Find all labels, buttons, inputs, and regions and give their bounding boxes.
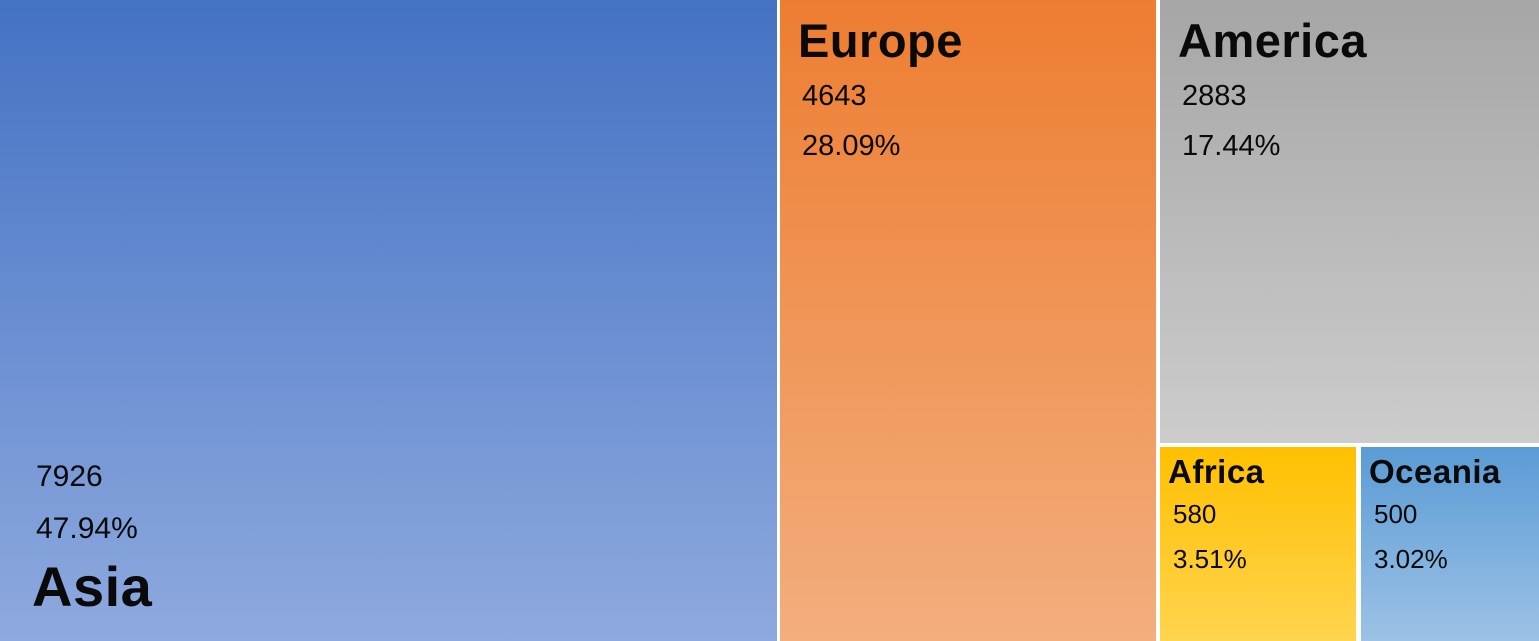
- tile-title: Africa: [1168, 453, 1265, 490]
- tile-label-group: America 2883 17.44%: [1178, 16, 1367, 163]
- tile-value: 2883: [1182, 80, 1247, 113]
- tile-title: Oceania: [1369, 453, 1501, 490]
- tile-value: 580: [1173, 498, 1217, 529]
- tile-percent: 17.44%: [1182, 130, 1281, 163]
- tile-percent: 3.02%: [1374, 543, 1448, 574]
- tile-value: 7926: [36, 460, 103, 494]
- treemap-tile-america[interactable]: America 2883 17.44%: [1160, 0, 1539, 443]
- tile-label-group: 7926 47.94% Asia: [32, 460, 152, 617]
- treemap-tile-oceania[interactable]: Oceania 500 3.02%: [1361, 447, 1539, 641]
- tile-value: 4643: [802, 80, 867, 113]
- tile-label-group: Oceania 500 3.02%: [1369, 453, 1501, 575]
- treemap-tile-africa[interactable]: Africa 580 3.51%: [1160, 447, 1356, 641]
- treemap-tile-europe[interactable]: Europe 4643 28.09%: [780, 0, 1156, 641]
- tile-label-group: Europe 4643 28.09%: [798, 16, 963, 163]
- tile-value: 500: [1374, 498, 1418, 529]
- tile-percent: 28.09%: [802, 130, 901, 163]
- tile-percent: 47.94%: [36, 512, 138, 546]
- tile-percent: 3.51%: [1173, 543, 1247, 574]
- tile-label-group: Africa 580 3.51%: [1168, 453, 1265, 575]
- tile-title: America: [1178, 14, 1367, 67]
- tile-title: Asia: [32, 555, 153, 619]
- treemap-tile-asia[interactable]: 7926 47.94% Asia: [0, 0, 777, 641]
- tile-title: Europe: [798, 14, 963, 67]
